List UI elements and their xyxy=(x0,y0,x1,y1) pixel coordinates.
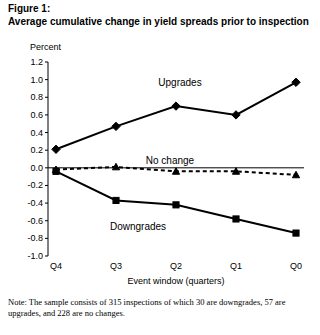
note: Note: The sample consists of 315 inspect… xyxy=(8,297,314,319)
y-tick-label: -0.6 xyxy=(27,216,43,226)
y-tick-label: 0.2 xyxy=(30,145,43,155)
marker xyxy=(292,78,300,86)
y-tick xyxy=(45,114,48,115)
y-tick xyxy=(45,132,48,133)
marker xyxy=(113,197,119,203)
y-tick-label: -0.2 xyxy=(27,180,43,190)
marker xyxy=(112,122,120,130)
marker xyxy=(232,111,240,119)
y-tick-label: -1.0 xyxy=(27,251,43,261)
marker xyxy=(233,216,239,222)
y-tick xyxy=(45,238,48,239)
marker xyxy=(173,202,179,208)
series-label: Downgrades xyxy=(110,221,166,232)
marker xyxy=(172,168,179,174)
series-line xyxy=(56,171,296,233)
y-tick-label: 0.6 xyxy=(30,110,43,120)
y-tick-label: -0.4 xyxy=(27,198,43,208)
series-label: No change xyxy=(146,155,195,166)
y-tick xyxy=(45,167,48,168)
y-tick xyxy=(45,150,48,151)
marker xyxy=(232,168,239,174)
x-axis-label: Event window (quarters) xyxy=(127,276,224,286)
marker xyxy=(292,171,299,177)
y-tick-label: 0.8 xyxy=(30,92,43,102)
series-line xyxy=(56,167,296,175)
y-tick-label: 1.0 xyxy=(30,75,43,85)
x-tick-label: Q2 xyxy=(170,261,182,271)
x-tick-label: Q3 xyxy=(110,261,122,271)
y-tick-label: 0.0 xyxy=(30,163,43,173)
y-tick xyxy=(45,220,48,221)
title: Figure 1: xyxy=(8,3,50,14)
y-tick xyxy=(45,79,48,80)
marker xyxy=(112,163,119,169)
y-axis-label: Percent xyxy=(30,42,62,52)
series-label: Upgrades xyxy=(158,77,201,88)
y-tick-label: 0.4 xyxy=(30,128,43,138)
y-tick xyxy=(45,185,48,186)
marker xyxy=(53,168,59,174)
y-tick xyxy=(45,203,48,204)
y-tick-label: -0.8 xyxy=(27,233,43,243)
y-axis xyxy=(48,62,49,256)
y-tick xyxy=(45,97,48,98)
subtitle: Average cumulative change in yield sprea… xyxy=(8,16,309,27)
series-line xyxy=(56,82,296,149)
x-tick-label: Q4 xyxy=(50,261,62,271)
plot-area xyxy=(52,78,300,236)
x-tick-label: Q0 xyxy=(290,261,302,271)
y-tick xyxy=(45,62,48,63)
y-tick-label: 1.2 xyxy=(30,57,43,67)
marker xyxy=(293,230,299,236)
x-tick-label: Q1 xyxy=(230,261,242,271)
marker xyxy=(52,145,60,153)
y-tick xyxy=(45,256,48,257)
marker xyxy=(172,102,180,110)
